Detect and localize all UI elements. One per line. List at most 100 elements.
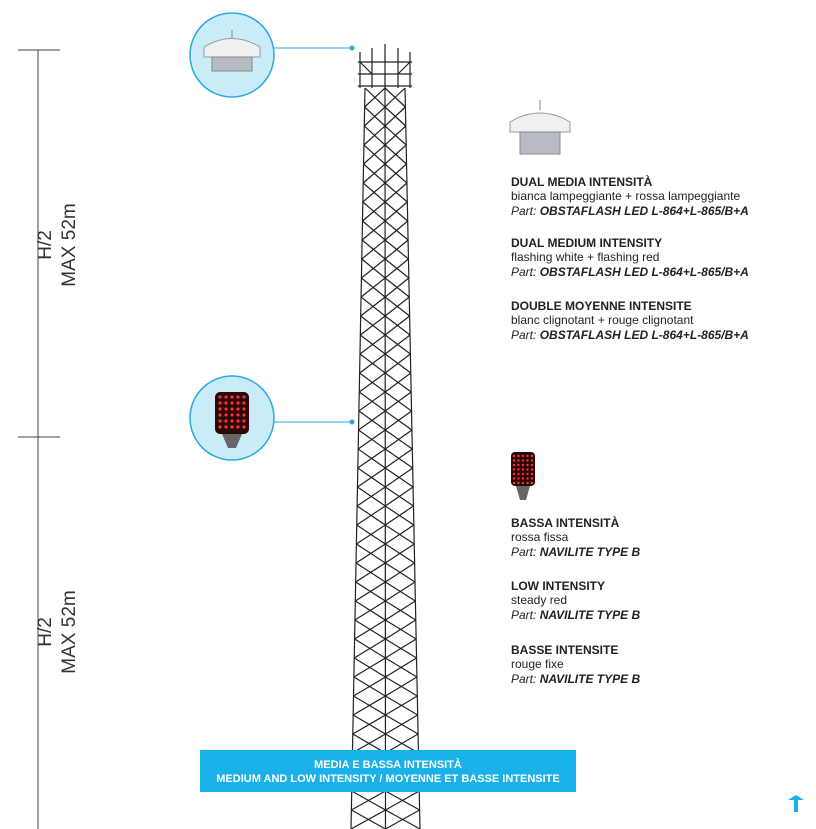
led (242, 395, 246, 399)
tower-brace (384, 410, 412, 431)
tower (350, 44, 421, 829)
description: flashing white + flashing red (511, 250, 659, 264)
led (230, 413, 234, 417)
tower-brace (385, 619, 417, 640)
led (530, 481, 534, 485)
tower-brace (358, 391, 386, 412)
led (230, 425, 234, 429)
led (242, 401, 246, 405)
tower-brace (384, 87, 406, 108)
description: blanc clignotant + rouge clignotant (511, 313, 694, 327)
led (521, 468, 525, 471)
tower-brace (355, 543, 386, 564)
heading: DUAL MEDIUM INTENSITY (511, 236, 662, 250)
tower-brace (352, 695, 386, 716)
led (517, 481, 520, 485)
tower-brace (384, 448, 413, 469)
tower-brace (384, 391, 412, 412)
tower-brace (351, 790, 386, 811)
tower-brace (357, 448, 386, 469)
scale-label: H/2 (35, 617, 56, 647)
led (242, 413, 246, 417)
tower-rail (350, 87, 366, 829)
tower-brace (385, 676, 418, 697)
led (526, 472, 529, 476)
arrow-icon (788, 795, 804, 812)
led (517, 477, 520, 480)
product-icon-red (511, 452, 535, 500)
part-name: NAVILITE TYPE B (540, 672, 641, 686)
tower-brace (385, 657, 417, 678)
tower-brace (384, 182, 408, 203)
part-label: Part: (511, 545, 536, 559)
tower-brace (384, 220, 409, 241)
tower-brace (357, 467, 386, 488)
led (242, 419, 246, 423)
heading: DOUBLE MOYENNE INTENSITE (511, 299, 692, 313)
led (526, 477, 529, 480)
tower-brace (356, 505, 386, 526)
led (512, 481, 516, 485)
led (224, 425, 228, 429)
led (526, 481, 529, 485)
banner-line: MEDIUM AND LOW INTENSITY / MOYENNE ET BA… (216, 773, 559, 785)
tower-brace (364, 87, 386, 108)
tower-brace (384, 353, 411, 374)
tower-brace (385, 581, 416, 602)
tower-brace (384, 144, 407, 165)
tower-brace (384, 201, 408, 222)
part-name: OBSTAFLASH LED L-864+L-865/B+A (540, 265, 749, 279)
tower-brace (384, 315, 410, 336)
tower-brace (384, 486, 414, 507)
tower-brace (384, 524, 415, 545)
led (218, 419, 222, 423)
led (526, 468, 529, 471)
led (512, 468, 516, 471)
tower-brace (362, 163, 386, 184)
heading: DUAL MEDIA INTENSITÀ (511, 174, 653, 189)
scale-max: MAX 52m (59, 590, 80, 673)
tower-brace (363, 106, 386, 127)
part-line: Part: NAVILITE TYPE B (511, 672, 640, 686)
tower-brace (353, 676, 386, 697)
tower-brace (357, 429, 386, 450)
led (236, 395, 240, 399)
part-name: NAVILITE TYPE B (540, 608, 641, 622)
tower-brace (384, 277, 410, 298)
led (521, 481, 525, 485)
tower-brace (354, 581, 386, 602)
led (517, 468, 520, 471)
tower-brace (359, 353, 386, 374)
led (224, 413, 228, 417)
led (530, 459, 534, 462)
led (512, 477, 516, 480)
led (512, 463, 516, 467)
tower-brace (384, 543, 415, 564)
description: rossa fissa (511, 530, 569, 544)
banner-line: MEDIA E BASSA INTENSITÀ (314, 758, 462, 771)
tower-brace (363, 144, 386, 165)
led (230, 401, 234, 405)
led (530, 454, 534, 458)
tower-brace (355, 562, 386, 583)
antenna (358, 44, 412, 88)
led (242, 425, 246, 429)
tower-brace (384, 505, 414, 526)
part-line: Part: OBSTAFLASH LED L-864+L-865/B+A (511, 204, 749, 218)
tower-brace (362, 182, 386, 203)
scale-max: MAX 52m (59, 203, 80, 286)
led (530, 477, 534, 480)
tower-rail (384, 87, 387, 829)
part-line: Part: NAVILITE TYPE B (511, 608, 640, 622)
tower-brace (385, 714, 418, 735)
tower-brace (363, 125, 386, 146)
tower-brace (385, 638, 417, 659)
tower-brace (385, 695, 418, 716)
part-label: Part: (511, 328, 536, 342)
led (224, 419, 228, 423)
led (521, 463, 525, 467)
led (224, 401, 228, 405)
heading: LOW INTENSITY (511, 579, 605, 593)
